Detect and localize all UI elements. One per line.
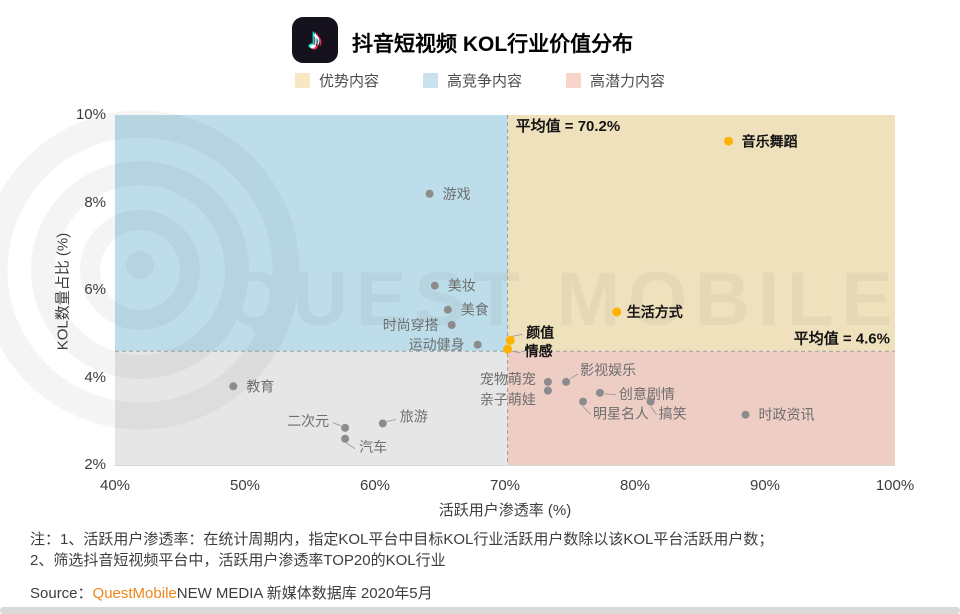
scatter-point (473, 340, 482, 349)
scatter-point (378, 419, 387, 428)
legend-item: 高潜力内容 (566, 70, 665, 91)
label-leader-line (386, 418, 396, 422)
point-label: 游戏 (443, 186, 471, 202)
legend-swatch (422, 73, 438, 88)
footnotes: 注：1、活跃用户渗透率：在统计周期内，指定KOL平台中目标KOL行业活跃用户数除… (30, 529, 773, 571)
scatter-point (612, 307, 622, 317)
label-leader-line (582, 406, 592, 415)
scatter-point (447, 321, 456, 329)
x-tick-label: 40% (99, 477, 131, 494)
watermark-text: QUEST MOBILE (226, 257, 900, 342)
scatter-point (646, 397, 655, 406)
x-tick-label: 50% (229, 477, 261, 494)
quadrant-advantage (507, 115, 895, 352)
point-label: 音乐舞蹈 (742, 133, 798, 149)
scatter-point (341, 434, 350, 443)
legend-item: 优势内容 (294, 70, 379, 91)
avg-x-label: 平均值 = 70.2% (516, 117, 621, 135)
scatter-point (741, 410, 750, 419)
scatter-point (543, 377, 552, 386)
label-leader-line (512, 333, 523, 337)
quadrant-neutral (115, 351, 508, 465)
x-tick-label: 80% (619, 477, 651, 494)
x-axis-line (115, 465, 895, 466)
watermark: QUEST MOBILE (0, 110, 900, 430)
quadrant-competition (115, 115, 508, 352)
point-label: 宠物萌宠 (480, 371, 536, 387)
legend-item: 高竞争内容 (422, 70, 522, 91)
point-label: 影视娱乐 (580, 362, 636, 378)
label-leader-line (569, 373, 579, 380)
legend-label: 优势内容 (318, 73, 379, 90)
source-rest: NEW MEDIA 新媒体数据库 2020年5月 (176, 585, 433, 602)
scatter-point (543, 386, 552, 395)
point-label: 旅游 (400, 408, 428, 424)
y-tick-label: 2% (84, 456, 106, 473)
x-tick-label: 90% (749, 477, 781, 494)
point-label: 美妆 (448, 278, 476, 294)
legend-swatch (566, 73, 581, 88)
point-label: 二次元 (287, 413, 329, 429)
scatter-point (579, 397, 587, 406)
y-tick-label: 10% (75, 106, 106, 123)
scatter-point (724, 136, 734, 146)
x-axis-title: 活跃用户渗透率 (%) (438, 502, 572, 519)
x-tick-label: 100% (875, 477, 915, 494)
douyin-logo: ♪ (292, 17, 338, 63)
scatter-point (562, 377, 571, 386)
scatter-point (430, 281, 439, 290)
x-tick-label: 60% (359, 477, 391, 494)
source-prefix: Source： (30, 585, 93, 602)
point-label: 明星名人 (593, 406, 649, 422)
point-label: 汽车 (359, 439, 387, 455)
point-label: 时尚穿搭 (383, 317, 439, 333)
point-label: 颜值 (526, 324, 554, 340)
legend-label: 高潜力内容 (590, 73, 666, 90)
label-leader-line (604, 393, 616, 396)
label-leader-line (332, 422, 342, 427)
legend-label: 高竞争内容 (446, 73, 522, 90)
point-label: 美食 (461, 302, 489, 318)
y-tick-label: 8% (84, 193, 106, 211)
point-label: 搞笑 (659, 406, 687, 422)
label-leader-line (650, 406, 657, 415)
label-leader-line (511, 350, 521, 354)
x-tick-label: 70% (489, 477, 521, 494)
label-leader-line (345, 442, 356, 450)
point-label: 亲子萌娃 (480, 392, 536, 408)
scatter-point (229, 382, 238, 391)
scatter-point (595, 388, 604, 397)
point-label: 创意剧情 (619, 386, 675, 402)
footnote-line-2: 2、筛选抖音短视频平台中，活跃用户渗透率TOP20的KOL行业 (30, 552, 446, 569)
music-note-icon: ♪ (307, 23, 323, 56)
avg-y-label: 平均值 = 4.6% (794, 329, 890, 347)
scatter-point (425, 189, 434, 198)
footer-bar (0, 607, 960, 614)
scatter-point (505, 335, 515, 345)
page-title: 抖音短视频 KOL行业价值分布 (352, 33, 634, 56)
scatter-point (443, 305, 452, 314)
chart-legend: 优势内容 高竞争内容 高潜力内容 (0, 70, 960, 91)
y-tick-label: 6% (84, 281, 106, 298)
scatter-point (503, 344, 513, 354)
scatter-point (341, 423, 350, 432)
quadrant-potential (507, 351, 895, 465)
point-label: 生活方式 (627, 304, 683, 320)
point-label: 时政资讯 (759, 407, 815, 423)
y-tick-label: 4% (84, 368, 106, 386)
source-brand: QuestMobile (92, 585, 177, 602)
legend-swatch (294, 73, 310, 88)
point-label: 运动健身 (409, 337, 465, 353)
source-line: Source：QuestMobileNEW MEDIA 新媒体数据库 2020年… (30, 582, 433, 603)
point-label: 情感 (525, 343, 553, 359)
point-label: 教育 (246, 378, 274, 394)
footnote-line-1: 注：1、活跃用户渗透率：在统计周期内，指定KOL平台中目标KOL行业活跃用户数除… (30, 531, 774, 548)
